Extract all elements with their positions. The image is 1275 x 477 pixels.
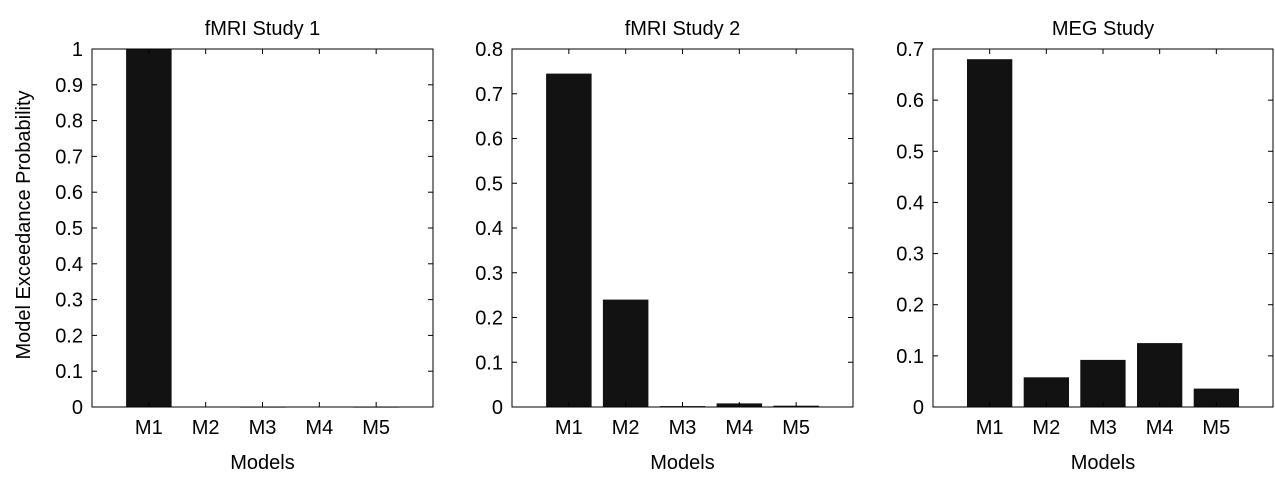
- bar-m4: [1137, 343, 1183, 407]
- x-axis-label: Models: [230, 452, 294, 474]
- y-tick-label: 0.3: [475, 263, 503, 285]
- y-tick-label: 0.4: [896, 192, 924, 214]
- x-tick-label: M5: [1202, 417, 1230, 439]
- y-tick-label: 0.7: [55, 146, 83, 168]
- y-tick-label: 0.7: [475, 84, 503, 106]
- x-tick-label: M4: [1146, 417, 1174, 439]
- x-tick-label: M2: [612, 417, 640, 439]
- x-tick-label: M3: [249, 417, 277, 439]
- y-tick-label: 0.3: [896, 244, 924, 266]
- bar-m1: [967, 59, 1013, 407]
- y-tick-label: 0.4: [55, 254, 83, 276]
- x-axis-label: Models: [650, 452, 714, 474]
- bar-m3: [1080, 359, 1126, 407]
- x-axis-label: Models: [1071, 452, 1135, 474]
- y-tick-label: 0.2: [55, 325, 83, 347]
- y-axis-label: Model Exceedance Probability: [13, 90, 35, 359]
- chart-title: MEG Study: [1052, 18, 1154, 40]
- x-tick-label: M5: [782, 417, 810, 439]
- x-tick-label: M2: [192, 417, 220, 439]
- y-tick-label: 0.6: [896, 90, 924, 112]
- bar-m1: [546, 73, 592, 407]
- x-tick-label: M4: [305, 417, 333, 439]
- x-tick-label: M1: [976, 417, 1004, 439]
- bar-m1: [126, 49, 172, 407]
- x-tick-label: M1: [555, 417, 583, 439]
- chart-title: fMRI Study 1: [205, 18, 321, 40]
- y-tick-label: 0.2: [475, 308, 503, 330]
- y-tick-label: 0: [72, 397, 83, 419]
- y-tick-label: 0.1: [475, 352, 503, 374]
- y-tick-label: 0.8: [475, 39, 503, 61]
- chart-panel-2: 0 0.1 0.2 0.3 0.4 0.5 0.6 0.7 0.8 M1 M2 M3 M4 M5 fMRI …: [475, 18, 854, 474]
- x-tick-label: M3: [669, 417, 697, 439]
- x-tick-label: M2: [1032, 417, 1060, 439]
- y-tick-label: 0.6: [475, 129, 503, 151]
- y-tick-label: 0.1: [55, 361, 83, 383]
- y-tick-label: 0.7: [896, 39, 924, 61]
- y-tick-label: 0.9: [55, 75, 83, 97]
- y-tick-label: 0.6: [55, 182, 83, 204]
- bar-m5: [1193, 388, 1239, 407]
- y-tick-label: 0: [913, 397, 924, 419]
- bar-m2: [602, 299, 649, 407]
- y-tick-label: 0.4: [475, 218, 503, 240]
- y-tick-label: 0.5: [896, 141, 924, 163]
- y-tick-label: 0.5: [475, 173, 503, 195]
- y-tick-label: 0.8: [55, 111, 83, 133]
- y-tick-label: 0.1: [896, 346, 924, 368]
- x-tick-label: M5: [362, 417, 390, 439]
- y-tick-label: 0: [492, 397, 503, 419]
- y-tick-label: 1: [72, 39, 83, 61]
- y-tick-label: 0.3: [55, 290, 83, 312]
- x-tick-label: M3: [1089, 417, 1117, 439]
- chart-title: fMRI Study 2: [625, 18, 741, 40]
- chart-panel-3: 0 0.1 0.2 0.3 0.4 0.5 0.6 0.7 M1 M2 M3 M4 M5 MEG Stud…: [896, 18, 1274, 474]
- y-tick-label: 0.2: [896, 295, 924, 317]
- y-tick-label: 0.5: [55, 218, 83, 240]
- x-tick-label: M1: [135, 417, 163, 439]
- chart-panel-1: 0 0.1 0.2 0.3 0.4 0.5 0.6 0.7 0.8 0.9 1 M1 M2 M3 M4 M5 f…: [13, 18, 434, 474]
- x-tick-label: M4: [725, 417, 753, 439]
